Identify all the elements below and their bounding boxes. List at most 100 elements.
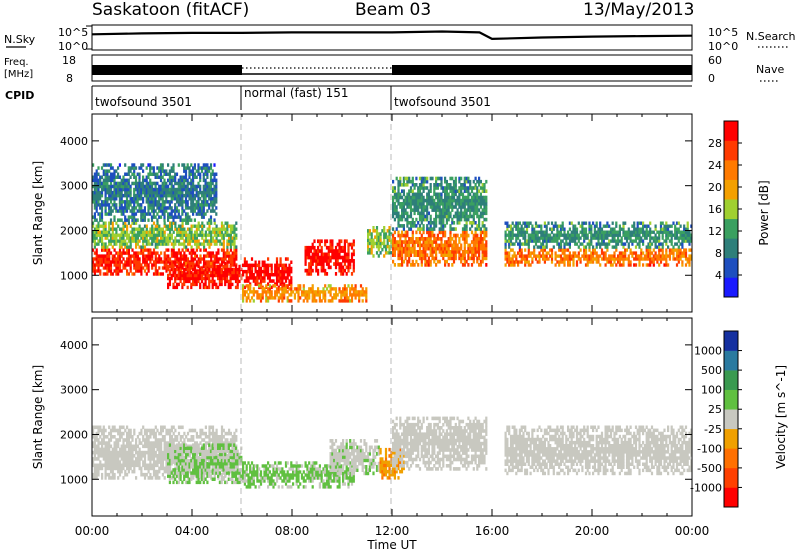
power-cells-band2-cell	[104, 184, 107, 189]
power-cells-band10-cell	[659, 260, 663, 264]
power-cells-band2-cell	[209, 172, 213, 176]
power-cells-band2-cell	[140, 197, 143, 201]
power-cells-band1-cell	[172, 242, 175, 246]
power-cells-band4-cell	[259, 276, 263, 280]
power-cells-band2-cell	[117, 175, 120, 179]
power-cells-band2-cell	[181, 203, 184, 207]
power-cells-band2-cell	[113, 169, 116, 173]
power-cells-band4-cell	[267, 269, 270, 274]
power-cells-band3-cell	[188, 264, 191, 269]
power-cells-band0-cell	[115, 263, 118, 267]
power-cells-band6-cell	[347, 296, 350, 300]
power-cells-band10-cell	[640, 254, 643, 258]
power-cells-band10-cell	[567, 248, 570, 252]
power-cells-band9-cell	[392, 186, 395, 190]
power-cells-band5-cell	[317, 252, 320, 257]
power-cells-band9-cell	[395, 205, 398, 209]
power-cells-band8-cell	[474, 233, 477, 238]
power-cells-band9-cell	[422, 214, 425, 219]
power-cells-band1-cell	[93, 230, 96, 234]
power-cells-band5-cell	[309, 255, 313, 260]
power-cells-band4-cell	[281, 276, 284, 280]
power-cells-band0-cell	[131, 248, 134, 252]
power-cells-band8-cell	[478, 243, 481, 248]
power-cells-band11-cell	[674, 224, 677, 228]
power-cells-band5-cell	[322, 255, 325, 260]
power-cells-band6-cell	[292, 290, 295, 294]
power-cells-band11-cell	[665, 227, 668, 231]
power-cells-band9-cell	[408, 202, 411, 206]
power-cells-band6-cell	[324, 284, 327, 288]
power-cells-band4-cell	[259, 269, 263, 274]
power-cells-band2-cell	[149, 193, 152, 198]
power-cells-band8-cell	[478, 256, 481, 261]
power-cells-band1-cell	[183, 245, 186, 249]
power-cells-band2-cell	[140, 190, 143, 195]
power-cells-band3-cell	[231, 270, 234, 275]
power-cells-band1-cell	[213, 242, 216, 246]
power-cells-band11-cell	[652, 236, 655, 240]
power-cells-band8-cell	[463, 240, 466, 244]
power-cells-band7-cell	[388, 232, 391, 236]
power-cells-band0-cell	[233, 251, 236, 255]
power-cells-band8-cell	[424, 259, 427, 264]
power-cells-band2-cell	[192, 166, 195, 170]
power-cells-band3-cell	[222, 276, 225, 281]
power-cells-band9-cell	[399, 205, 402, 209]
power-cells-band8-cell	[426, 230, 429, 235]
power-cells-band2-cell	[215, 193, 218, 198]
power-cells-band3-cell	[238, 273, 241, 278]
power-cells-band1-cell	[151, 233, 154, 237]
power-cells-band6-cell	[358, 299, 361, 303]
power-cells-band1-cell	[192, 239, 195, 243]
power-cells-band1-cell	[142, 227, 145, 231]
power-cells-band9-cell	[424, 198, 427, 203]
power-cells-band2-cell	[100, 181, 104, 186]
power-cells-band0-cell	[127, 260, 130, 264]
power-cells-band1-cell	[208, 221, 211, 225]
power-cells-band2-cell	[213, 187, 216, 192]
power-cells-band3-cell	[175, 264, 179, 269]
power-cells-band1-cell	[206, 227, 209, 231]
power-cells-band11-cell	[575, 242, 579, 246]
power-cells-band0-cell	[192, 248, 195, 252]
power-cells-band11-cell	[508, 245, 511, 249]
power-cells-band4-cell	[249, 282, 252, 286]
power-cells-band2-cell	[158, 209, 161, 213]
power-cells-band3-cell	[206, 273, 209, 278]
power-cells-band6-cell	[354, 284, 357, 288]
power-cells-band0-cell	[222, 251, 225, 255]
power-cells-band2-cell	[111, 184, 114, 189]
power-cells-band2-cell	[172, 184, 175, 189]
power-cells-band3-cell	[225, 273, 229, 278]
power-cells-band5-cell	[306, 272, 309, 276]
power-cells-band2-cell	[168, 172, 171, 176]
power-cells-band1-cell	[149, 227, 152, 231]
power-cells-band6-cell	[365, 293, 368, 297]
power-cells-band6-cell	[242, 293, 245, 297]
power-cells-band2-cell	[202, 203, 205, 207]
power-cells-band4-cell	[284, 269, 288, 274]
power-cells-band7-cell	[388, 251, 391, 255]
power-cells-band6-cell	[252, 290, 255, 294]
power-cells-band11-cell	[665, 242, 668, 246]
power-cells-band1-cell	[122, 227, 125, 231]
power-cells-band11-cell	[667, 245, 670, 249]
power-cells-band0-cell	[101, 257, 104, 261]
power-cells-band11-cell	[549, 233, 552, 237]
power-cells-band2-cell	[104, 163, 107, 167]
power-cells-band0-cell	[108, 266, 111, 270]
power-cells-band10-cell	[622, 263, 625, 267]
power-cells-band2-cell	[140, 184, 143, 189]
power-cells-band0-cell	[135, 254, 138, 258]
vel-cells-band0-cell	[93, 466, 96, 471]
power-cells-band0-cell	[104, 260, 107, 264]
power-cells-band0-cell	[151, 266, 154, 270]
power-cells-band8-cell	[399, 246, 402, 251]
power-cells-band4-cell	[288, 269, 291, 274]
power-cells-band0-cell	[124, 266, 127, 270]
power-cells-band0-cell	[186, 260, 190, 264]
power-cells-band10-cell	[658, 254, 661, 258]
power-cells-band7-cell	[379, 232, 382, 236]
power-cells-band9-cell	[481, 189, 484, 193]
